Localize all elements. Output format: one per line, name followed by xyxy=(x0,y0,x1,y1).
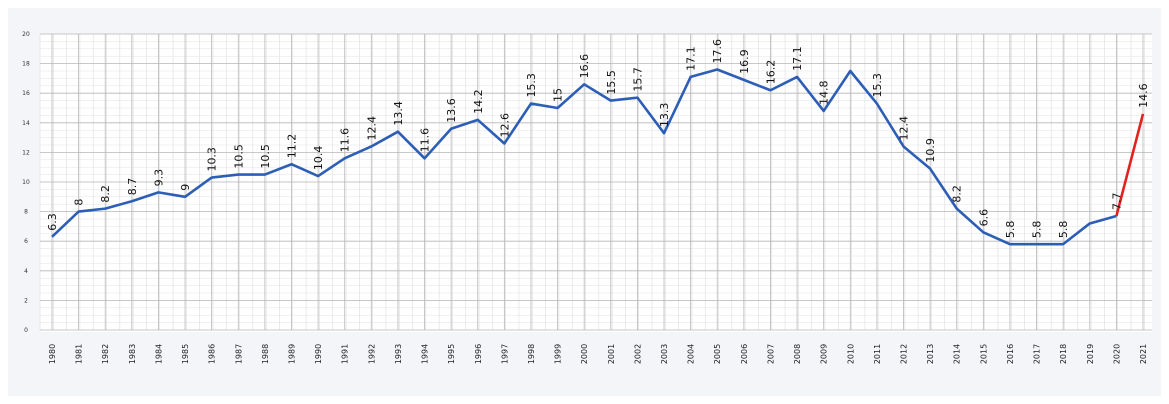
x-tick-label: 2007 xyxy=(766,344,775,364)
data-label: 8 xyxy=(73,199,86,206)
x-tick-label: 1982 xyxy=(101,344,110,364)
x-tick-label: 1998 xyxy=(527,344,536,364)
data-label: 9 xyxy=(179,184,192,191)
data-label: 15.3 xyxy=(871,73,884,98)
x-tick-label: 1995 xyxy=(447,344,456,364)
x-tick-label: 2010 xyxy=(846,344,855,364)
data-label: 15.7 xyxy=(631,67,644,92)
x-tick-label: 2018 xyxy=(1059,344,1068,364)
x-tick-label: 2014 xyxy=(953,344,962,364)
x-tick-label: 2001 xyxy=(607,344,616,364)
data-label: 12.6 xyxy=(498,113,511,138)
data-label: 10.5 xyxy=(259,144,272,169)
x-tick-label: 2017 xyxy=(1033,344,1042,364)
data-label: 15.3 xyxy=(525,73,538,98)
y-tick-label: 14 xyxy=(22,120,30,127)
y-tick-label: 10 xyxy=(22,179,30,186)
x-tick-label: 1997 xyxy=(500,344,509,364)
data-label: 9.3 xyxy=(152,169,165,187)
data-label: 5.8 xyxy=(1004,221,1017,239)
y-tick-label: 12 xyxy=(22,149,30,156)
data-label: 11.6 xyxy=(339,128,352,153)
y-tick-label: 6 xyxy=(24,238,28,245)
data-label: 10.9 xyxy=(924,138,937,163)
x-tick-label: 2020 xyxy=(1112,344,1121,364)
marks: 6.3 8 8.2 8.7 9.3 9 10.3 10.5 10.5 11.2 10.4 11.6 12… xyxy=(46,39,1150,246)
data-label: 12.4 xyxy=(365,116,378,141)
x-tick-label: 1987 xyxy=(234,344,243,364)
data-label: 17.1 xyxy=(791,46,804,71)
x-tick-label: 1984 xyxy=(154,344,163,364)
x-tick-label: 2011 xyxy=(873,344,882,364)
y-tick-label: 18 xyxy=(22,61,30,68)
data-label: 13.6 xyxy=(445,98,458,123)
x-tick-label: 2002 xyxy=(633,344,642,364)
line-segment-highlight xyxy=(1115,113,1145,217)
data-label: 11.6 xyxy=(419,128,432,153)
data-label: 14.8 xyxy=(818,80,831,105)
x-tick-label: 2019 xyxy=(1086,344,1095,364)
x-tick-label: 1993 xyxy=(394,344,403,364)
data-label: 10.3 xyxy=(206,147,219,172)
x-tick-label: 1992 xyxy=(367,344,376,364)
y-tick-label: 4 xyxy=(24,268,28,275)
x-tick-label: 2016 xyxy=(1006,344,1015,364)
data-label: 8.7 xyxy=(126,178,139,196)
data-label: 13.4 xyxy=(392,101,405,126)
y-tick-label: 2 xyxy=(24,297,28,304)
y-tick-label: 16 xyxy=(22,90,30,97)
x-tick-label: 2006 xyxy=(740,344,749,364)
data-label: 16.6 xyxy=(578,54,591,79)
data-label: 6.3 xyxy=(46,213,59,231)
x-tick-label: 1991 xyxy=(341,344,350,364)
x-tick-label: 1990 xyxy=(314,344,323,364)
data-label: 5.8 xyxy=(1031,221,1044,239)
x-tick-label: 1980 xyxy=(48,344,57,364)
x-tick-label: 1986 xyxy=(208,344,217,364)
x-tick-label: 2003 xyxy=(660,344,669,364)
data-label: 16.2 xyxy=(764,60,777,85)
data-label: 5.8 xyxy=(1057,221,1070,239)
x-tick-label: 2000 xyxy=(580,344,589,364)
y-tick-label: 0 xyxy=(24,327,28,334)
x-tick-label: 2008 xyxy=(793,344,802,364)
data-label: 14.6 xyxy=(1137,83,1150,108)
x-tick-label: 1989 xyxy=(287,344,296,364)
x-tick-label: 1981 xyxy=(75,344,84,364)
x-tick-label: 2015 xyxy=(979,344,988,364)
x-tick-label: 2021 xyxy=(1139,344,1148,364)
x-tick-label: 1996 xyxy=(474,344,483,364)
data-label: 15 xyxy=(552,88,565,102)
data-label: 11.2 xyxy=(285,134,298,159)
x-tick-label: 2013 xyxy=(926,344,935,364)
data-label: 16.9 xyxy=(738,49,751,74)
plot-area xyxy=(40,34,1152,332)
x-tick-label: 2009 xyxy=(820,344,829,364)
x-tick-label: 2012 xyxy=(900,344,909,364)
data-label: 6.6 xyxy=(977,209,990,227)
data-label: 8.2 xyxy=(99,185,112,203)
data-label: 17.1 xyxy=(685,46,698,71)
x-tick-label: 1983 xyxy=(128,344,137,364)
x-tick-label: 2005 xyxy=(713,344,722,364)
grid: 0 2 4 6 8 10 12 14 16 18 20 1980 1981 1982 1983 1984 198… xyxy=(22,31,1152,364)
y-tick-label: 20 xyxy=(22,31,30,38)
x-tick-label: 1994 xyxy=(421,344,430,364)
data-label: 12.4 xyxy=(898,116,911,141)
data-label: 10.4 xyxy=(312,146,325,171)
data-label: 8.2 xyxy=(951,185,964,203)
data-label: 10.5 xyxy=(232,144,245,169)
x-tick-label: 1999 xyxy=(554,344,563,364)
data-label: 15.5 xyxy=(605,70,618,95)
line-series xyxy=(51,68,1117,246)
x-tick-label: 1985 xyxy=(181,344,190,364)
data-label: 17.6 xyxy=(711,39,724,64)
x-tick-label: 1988 xyxy=(261,344,270,364)
data-label: 7.7 xyxy=(1110,193,1123,211)
y-tick-label: 8 xyxy=(24,209,28,216)
x-tick-label: 2004 xyxy=(687,344,696,364)
data-label: 13.3 xyxy=(658,103,671,128)
data-label: 14.2 xyxy=(472,89,485,114)
